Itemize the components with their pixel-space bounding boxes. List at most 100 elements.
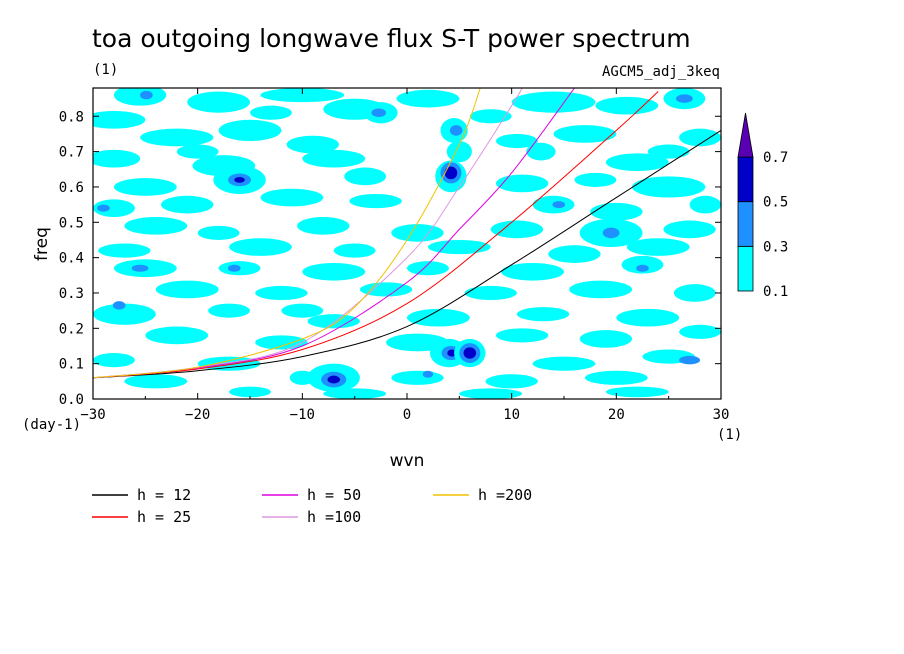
contour-blob xyxy=(579,330,633,348)
legend-label: h = 12 xyxy=(137,486,191,504)
contour-blob xyxy=(140,90,153,100)
contour-blob xyxy=(679,324,721,339)
contour-blob xyxy=(490,220,544,239)
y-tick-label: 0.3 xyxy=(59,286,84,302)
dispersion-curve xyxy=(93,91,659,379)
colorbar-segment xyxy=(737,245,754,292)
x-unit-label: (1) xyxy=(717,427,742,443)
contour-blob xyxy=(495,133,538,149)
contour-blob xyxy=(344,167,387,186)
contour-blob xyxy=(590,202,643,221)
contour-blob xyxy=(327,375,341,384)
contour-blob xyxy=(289,370,315,385)
colorbar-label: 0.1 xyxy=(763,284,788,300)
contour-blob xyxy=(407,308,470,327)
contour-blob xyxy=(176,144,219,159)
dispersion-curve xyxy=(93,88,481,379)
contour-blob xyxy=(218,119,282,142)
colorbar-arrow xyxy=(737,112,754,158)
contour-blob xyxy=(675,94,693,103)
contour-blob xyxy=(511,91,596,113)
dispersion-curve xyxy=(93,88,575,379)
contour-blob xyxy=(616,308,680,327)
x-tick-label: −10 xyxy=(290,407,315,423)
contour-blob xyxy=(255,285,308,301)
contour-blob xyxy=(229,386,271,398)
y-tick-label: 0.2 xyxy=(59,321,84,337)
contour-blob xyxy=(97,204,110,212)
contour-blob xyxy=(145,326,209,345)
contour-blob xyxy=(234,177,245,183)
contour-blob xyxy=(632,176,706,198)
contour-blob xyxy=(532,356,596,371)
y-axis-ticks: 0.0 0.1 0.2 0.3 0.4 0.5 0.6 0.7 0.8 xyxy=(59,109,721,408)
x-tick-label: 10 xyxy=(503,407,520,423)
contour-blob xyxy=(187,91,251,113)
colorbar-segment xyxy=(737,201,754,247)
contour-blob xyxy=(636,264,649,272)
x-tick-label: 20 xyxy=(608,407,625,423)
contour-blob xyxy=(501,262,564,281)
experiment-label: AGCM5_adj_3keq xyxy=(602,64,720,80)
contour-blob xyxy=(155,280,219,299)
colorbar: 0.1 0.3 0.5 0.7 xyxy=(737,112,788,300)
contour-blob xyxy=(495,174,549,193)
contour-field xyxy=(93,88,721,399)
contour-blob xyxy=(459,388,523,399)
contour-blob xyxy=(371,108,387,117)
contour-blob xyxy=(569,280,633,299)
contour-blob xyxy=(584,370,648,385)
contour-blob xyxy=(260,188,324,207)
contour-blob xyxy=(605,153,669,172)
contour-blob xyxy=(679,128,721,147)
colorbar-label: 0.7 xyxy=(763,150,788,166)
contour-blob xyxy=(469,109,512,124)
contour-blob xyxy=(673,284,716,302)
contour-blob xyxy=(647,144,690,159)
x-tick-label: −30 xyxy=(80,407,105,423)
contour-blob xyxy=(444,166,458,180)
x-tick-label: −20 xyxy=(185,407,210,423)
contour-blob xyxy=(626,238,690,256)
dispersion-curves xyxy=(93,88,721,379)
contour-blob xyxy=(495,328,549,343)
y-unit-label: (day-1) xyxy=(22,417,81,433)
colorbar-label: 0.5 xyxy=(763,195,788,211)
contour-blob xyxy=(98,243,151,258)
contour-blob xyxy=(197,225,240,240)
y-tick-label: 0.1 xyxy=(59,357,84,373)
contour-blob xyxy=(333,243,376,258)
contour-blob xyxy=(464,285,517,301)
y-tick-label: 0.5 xyxy=(59,215,84,231)
contour-blob xyxy=(113,178,177,196)
contour-blob xyxy=(112,301,126,310)
x-axis-ticks: −30 −20 −10 0 10 20 30 xyxy=(80,88,729,423)
contour-blob xyxy=(302,262,366,281)
contour-blob xyxy=(553,125,617,143)
contour-blob xyxy=(302,149,366,168)
contour-blob xyxy=(124,216,188,235)
contour-blob xyxy=(422,370,434,378)
contour-blob xyxy=(463,347,477,359)
x-tick-label: 0 xyxy=(403,407,411,423)
dispersion-curve xyxy=(93,129,721,379)
y-tick-label: 0.8 xyxy=(59,109,84,125)
contour-blob xyxy=(396,89,460,108)
y-tick-label: 0.6 xyxy=(59,180,84,196)
contour-blob xyxy=(679,355,701,365)
contour-blob xyxy=(93,353,135,368)
contour-blob xyxy=(93,199,135,217)
y-tick-label: 0.0 xyxy=(59,392,84,408)
contour-blob xyxy=(605,386,669,398)
colorbar-segment xyxy=(737,156,754,203)
contour-blob xyxy=(307,314,360,329)
contour-blob xyxy=(140,128,214,147)
contour-blob xyxy=(260,88,345,103)
contour-blob xyxy=(552,201,566,209)
contour-blob xyxy=(526,142,556,161)
contour-blob xyxy=(249,105,292,120)
y-tick-label: 0.4 xyxy=(59,251,84,267)
contour-blob xyxy=(93,149,141,168)
title-unit: (1) xyxy=(93,62,118,78)
